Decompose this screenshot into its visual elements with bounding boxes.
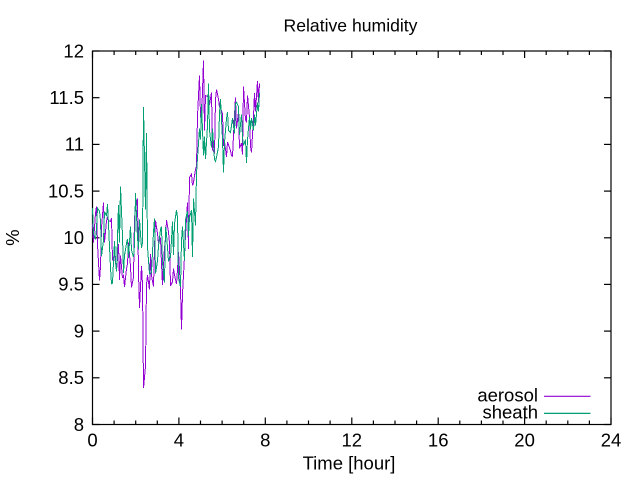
svg-text:Time [hour]: Time [hour] bbox=[303, 453, 396, 474]
svg-text:12: 12 bbox=[342, 430, 363, 451]
svg-text:24: 24 bbox=[601, 430, 622, 451]
svg-text:8: 8 bbox=[74, 414, 84, 435]
svg-text:9: 9 bbox=[74, 320, 84, 341]
svg-text:sheath: sheath bbox=[482, 402, 538, 423]
svg-text:12: 12 bbox=[63, 40, 84, 61]
svg-text:20: 20 bbox=[514, 430, 535, 451]
svg-text:0: 0 bbox=[87, 430, 97, 451]
svg-text:%: % bbox=[2, 229, 23, 245]
svg-text:11: 11 bbox=[65, 134, 84, 155]
svg-text:9.5: 9.5 bbox=[58, 274, 84, 295]
svg-text:10.5: 10.5 bbox=[48, 180, 84, 201]
svg-text:8: 8 bbox=[260, 430, 270, 451]
svg-text:16: 16 bbox=[428, 430, 449, 451]
svg-text:11.5: 11.5 bbox=[49, 87, 84, 108]
svg-text:4: 4 bbox=[174, 430, 184, 451]
svg-text:Relative humidity: Relative humidity bbox=[284, 15, 418, 35]
svg-text:aerosol: aerosol bbox=[477, 385, 538, 406]
svg-text:10: 10 bbox=[63, 227, 84, 248]
svg-text:8.5: 8.5 bbox=[58, 367, 84, 388]
